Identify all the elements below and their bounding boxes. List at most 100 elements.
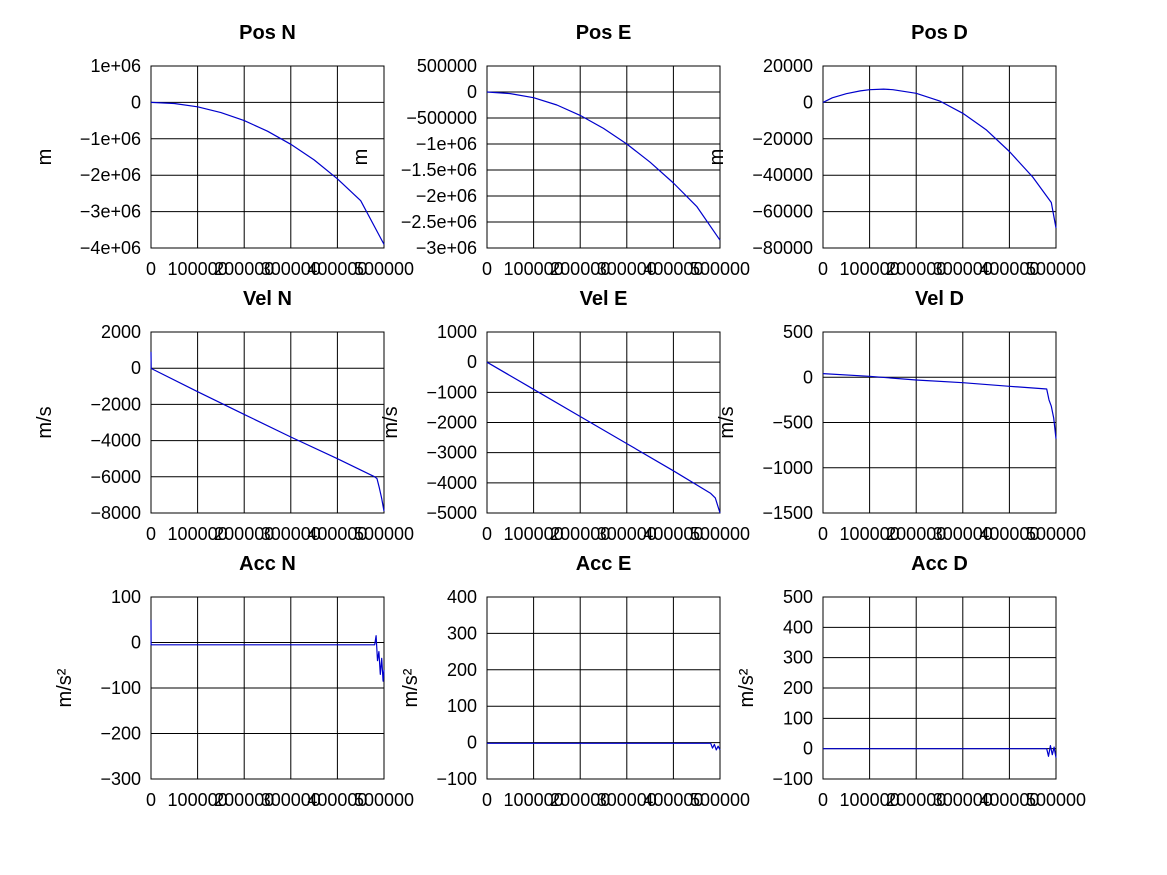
series-line — [150, 619, 385, 682]
x-tick-label: 200000 — [550, 790, 610, 810]
x-tick-label: 100000 — [504, 259, 564, 279]
series-line — [150, 351, 385, 512]
y-axis-label: m/s² — [736, 668, 758, 707]
series-line — [150, 101, 385, 245]
y-tick-label: −100 — [772, 769, 813, 789]
y-axis-label: m — [34, 149, 56, 166]
x-tick-label: 400000 — [979, 790, 1039, 810]
y-tick-label: −3000 — [426, 443, 477, 463]
y-tick-label: 500000 — [417, 56, 477, 76]
y-tick-label: 400 — [447, 587, 477, 607]
x-tick-label: 0 — [146, 790, 156, 810]
y-tick-label: −1000 — [426, 382, 477, 402]
y-tick-label: −4e+06 — [80, 238, 141, 258]
x-tick-label: 200000 — [550, 524, 610, 544]
x-tick-label: 0 — [482, 524, 492, 544]
x-tick-label: 200000 — [886, 524, 946, 544]
y-tick-label: −3e+06 — [416, 238, 477, 258]
plot-frame — [486, 596, 721, 780]
x-tick-label: 400000 — [643, 790, 703, 810]
y-axis-label: m/s² — [400, 668, 422, 707]
x-tick-label: 100000 — [504, 524, 564, 544]
y-tick-label: 0 — [467, 352, 477, 372]
y-tick-label: −2.5e+06 — [401, 212, 477, 232]
series-line — [823, 744, 1057, 758]
x-tick-label: 500000 — [354, 259, 414, 279]
x-tick-label: 400000 — [979, 524, 1039, 544]
x-tick-label: 0 — [818, 790, 828, 810]
series-line — [822, 373, 1057, 439]
y-axis-label: m/s — [716, 406, 738, 438]
y-axis-label: m — [706, 149, 728, 166]
plot-frame — [486, 331, 721, 514]
y-tick-label: 0 — [131, 633, 141, 653]
y-tick-label: −1e+06 — [416, 134, 477, 154]
y-tick-label: −500 — [772, 413, 813, 433]
y-tick-label: −1000 — [762, 458, 813, 478]
x-tick-label: 300000 — [933, 259, 993, 279]
x-tick-label: 100000 — [840, 259, 900, 279]
x-tick-label: 100000 — [840, 524, 900, 544]
chart-title: Vel E — [580, 288, 628, 310]
y-tick-label: −2000 — [90, 394, 141, 414]
x-tick-label: 500000 — [690, 524, 750, 544]
y-tick-label: 0 — [131, 358, 141, 378]
y-tick-label: −100 — [100, 678, 141, 698]
y-tick-label: 1000 — [437, 322, 477, 342]
y-axis-label: m/s — [380, 406, 402, 438]
x-tick-label: 500000 — [1026, 524, 1086, 544]
chart-title: Pos D — [911, 22, 968, 44]
y-tick-label: 2000 — [101, 322, 141, 342]
x-tick-label: 300000 — [597, 259, 657, 279]
x-tick-label: 300000 — [261, 524, 321, 544]
y-tick-label: −2e+06 — [416, 186, 477, 206]
y-tick-label: −40000 — [752, 165, 813, 185]
chart-title: Vel D — [915, 288, 964, 310]
y-tick-label: −60000 — [752, 202, 813, 222]
y-tick-label: 100 — [783, 708, 813, 728]
plot-frame — [822, 596, 1057, 780]
x-tick-label: 300000 — [261, 790, 321, 810]
chart-title: Pos N — [239, 22, 296, 44]
x-tick-label: 500000 — [1026, 790, 1086, 810]
y-tick-label: −4000 — [90, 431, 141, 451]
x-tick-label: 100000 — [504, 790, 564, 810]
plot-frame — [822, 331, 1057, 514]
y-tick-label: 200 — [447, 660, 477, 680]
plot-frame — [150, 331, 385, 514]
y-tick-label: 0 — [803, 92, 813, 112]
x-tick-label: 0 — [146, 259, 156, 279]
y-tick-label: 100 — [111, 587, 141, 607]
y-tick-label: 500 — [783, 322, 813, 342]
y-tick-label: 1e+06 — [90, 56, 141, 76]
y-tick-label: −1.5e+06 — [401, 160, 477, 180]
x-tick-label: 200000 — [214, 259, 274, 279]
chart-title: Acc D — [911, 553, 968, 575]
y-tick-label: 300 — [447, 623, 477, 643]
y-tick-label: −4000 — [426, 473, 477, 493]
y-tick-label: 200 — [783, 678, 813, 698]
y-tick-label: −20000 — [752, 129, 813, 149]
y-tick-label: 400 — [783, 617, 813, 637]
x-tick-label: 100000 — [168, 524, 228, 544]
y-tick-label: −2000 — [426, 413, 477, 433]
subplot-pos-n: Pos N1e+060−1e+06−2e+06−3e+06−4e+060 1000… — [34, 22, 414, 279]
y-axis-label: m/s² — [54, 668, 76, 707]
x-tick-label: 500000 — [690, 259, 750, 279]
x-tick-label: 0 — [146, 524, 156, 544]
chart-title: Pos E — [576, 22, 632, 44]
y-axis-label: m — [350, 149, 372, 166]
series-line — [486, 361, 721, 514]
y-tick-label: −80000 — [752, 238, 813, 258]
series-line — [486, 91, 721, 241]
series-line — [822, 88, 1057, 229]
plot-frame — [150, 596, 385, 780]
y-tick-label: −8000 — [90, 503, 141, 523]
plot-frame — [486, 65, 721, 249]
